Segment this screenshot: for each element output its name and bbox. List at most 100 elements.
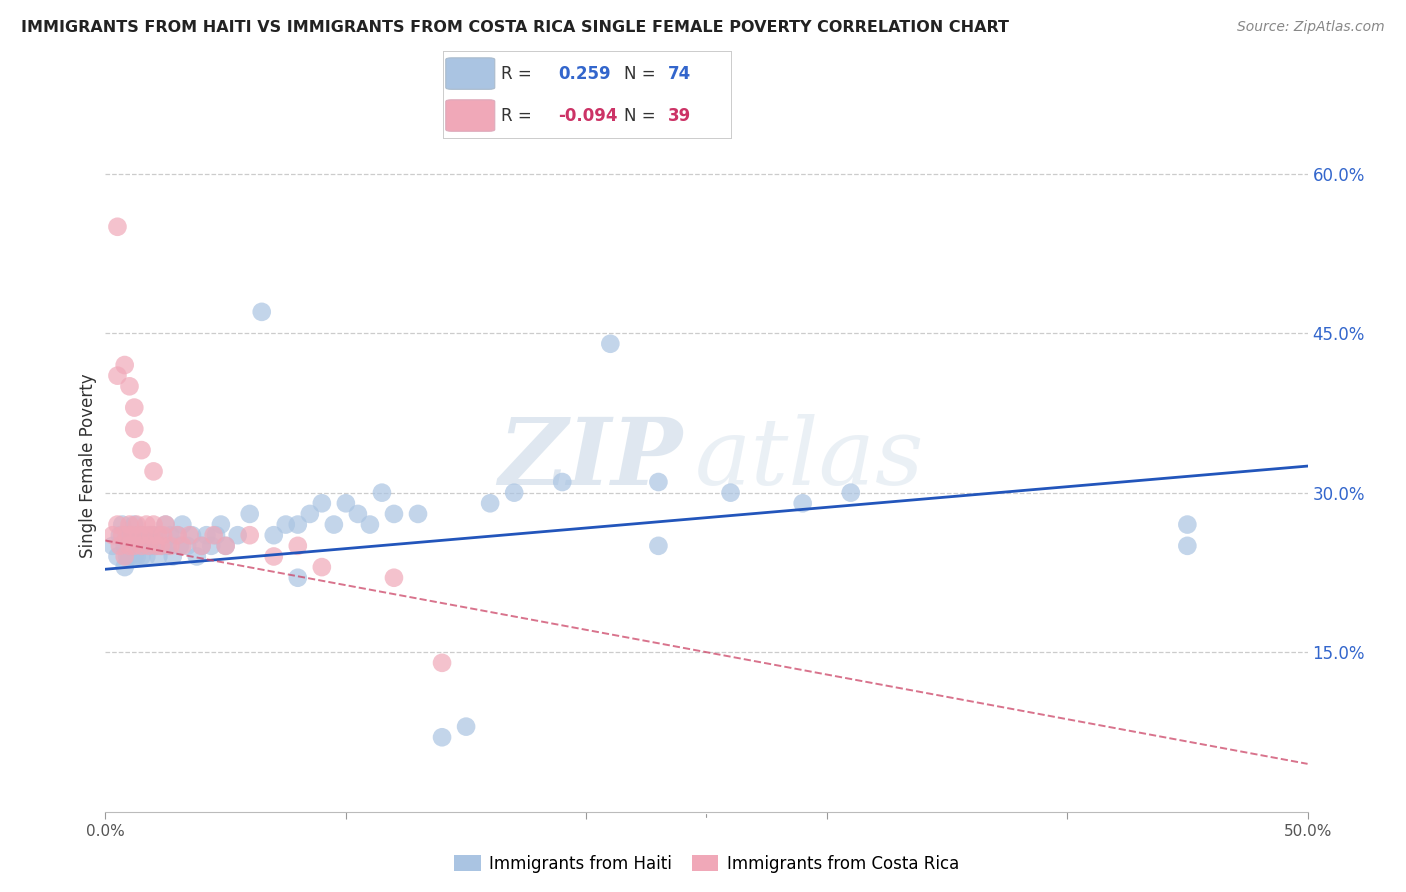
Point [135,517,157,532]
Point [599,336,621,351]
Point [145,539,167,553]
Point [287,539,309,553]
Text: N =: N = [624,64,657,83]
Point [107,517,129,532]
Point [101,528,124,542]
Point [149,539,172,553]
Point [190,539,212,553]
Point [125,539,148,553]
Point [128,528,150,542]
Point [125,549,148,564]
Point [335,496,357,510]
FancyBboxPatch shape [446,58,495,89]
Point [118,539,141,553]
Point [159,528,181,542]
Point [114,539,136,553]
Point [155,517,177,532]
Point [118,379,141,393]
Point [124,539,146,553]
Point [205,528,228,542]
Point [148,528,170,542]
Y-axis label: Single Female Poverty: Single Female Poverty [79,374,97,558]
Legend: Immigrants from Haiti, Immigrants from Costa Rica: Immigrants from Haiti, Immigrants from C… [447,848,966,880]
Point [155,517,177,532]
Point [132,539,155,553]
Point [131,549,153,564]
Point [142,528,165,542]
Point [115,528,138,542]
Point [101,539,124,553]
Point [200,539,222,553]
Point [115,549,138,564]
Point [108,528,131,542]
Point [263,549,285,564]
Point [142,517,165,532]
Point [118,539,141,553]
Point [138,528,160,542]
Point [125,517,148,532]
Point [148,549,170,564]
Point [121,528,143,542]
Point [131,443,153,458]
Point [118,549,141,564]
Point [792,496,814,510]
Point [162,549,184,564]
Text: 39: 39 [668,106,690,125]
Point [124,549,146,564]
Point [166,528,188,542]
Point [156,539,179,553]
Point [311,496,333,510]
Point [202,528,225,542]
Point [454,720,477,734]
Point [159,539,181,553]
Point [139,528,162,542]
Point [382,571,405,585]
Point [503,485,526,500]
Point [1175,517,1198,532]
Point [149,528,172,542]
Text: N =: N = [624,106,657,125]
Point [142,464,165,478]
Point [179,528,201,542]
Text: IMMIGRANTS FROM HAITI VS IMMIGRANTS FROM COSTA RICA SINGLE FEMALE POVERTY CORREL: IMMIGRANTS FROM HAITI VS IMMIGRANTS FROM… [21,20,1010,35]
Point [121,539,143,553]
Point [132,528,155,542]
Point [226,528,249,542]
Text: R =: R = [501,64,531,83]
Point [311,560,333,574]
Text: Source: ZipAtlas.com: Source: ZipAtlas.com [1237,20,1385,34]
Point [359,517,381,532]
Point [172,517,194,532]
Point [124,422,146,436]
Point [239,528,262,542]
Point [128,528,150,542]
Point [131,539,153,553]
Point [152,528,174,542]
Point [166,528,188,542]
Point [169,539,191,553]
Point [209,517,232,532]
Point [430,731,453,745]
Point [107,549,129,564]
Point [145,539,167,553]
Point [121,528,143,542]
FancyBboxPatch shape [446,100,495,131]
Point [138,539,160,553]
Point [195,528,218,542]
Point [190,539,212,553]
Point [181,528,204,542]
Point [186,549,208,564]
Text: ZIP: ZIP [498,414,682,504]
Point [720,485,742,500]
Point [371,485,394,500]
Point [114,560,136,574]
Point [172,539,194,553]
Point [1175,539,1198,553]
Point [124,401,146,415]
Point [274,517,297,532]
Point [287,517,309,532]
Point [139,539,162,553]
Point [214,539,236,553]
Point [107,219,129,234]
Point [115,528,138,542]
